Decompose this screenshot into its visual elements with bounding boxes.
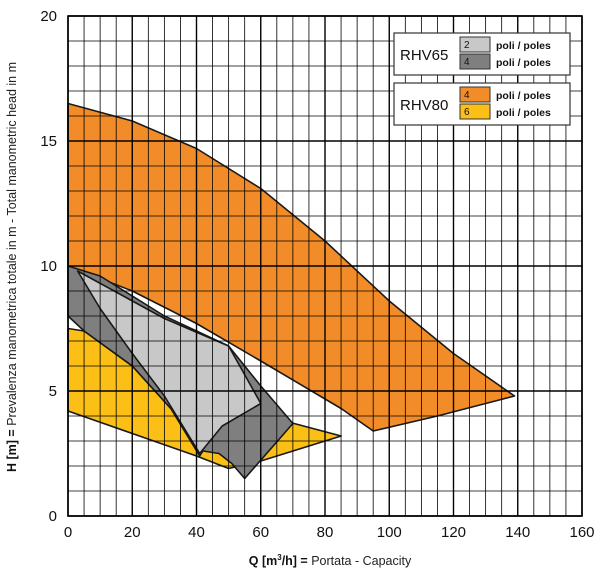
x-tick-label: 0 [64,524,72,541]
legend-swatch [459,103,491,120]
legend-entry-label: poli / poles [496,57,551,69]
legend-group-rhv65: RHV65 2 poli / poles 4 poli / poles [393,32,571,76]
x-tick-label: 80 [317,524,334,541]
y-tick-label: 0 [49,508,57,525]
x-axis-ticks: 0 20 40 60 80 100 120 140 160 [64,524,595,541]
y-tick-label: 15 [40,133,57,150]
legend-swatch [459,53,491,70]
y-axis-ticks: 0 5 10 15 20 [40,8,57,525]
x-tick-label: 100 [377,524,402,541]
legend: RHV65 2 poli / poles 4 poli / poles RHV80 4 pol… [393,32,571,126]
x-tick-label: 160 [569,524,594,541]
x-tick-label: 40 [188,524,205,541]
x-axis-label: Q [m3/h] = Portata - Capacity [249,553,412,568]
legend-group-title: RHV65 [400,47,448,64]
y-axis-label: H [m] = Prevalenza manometrica totale in… [5,62,19,472]
y-tick-label: 5 [49,383,57,400]
legend-group-rhv80: RHV80 4 poli / poles 6 poli / poles [393,82,571,126]
plot-frame [67,15,583,517]
legend-entry-label: poli / poles [496,40,551,52]
legend-swatch [459,86,491,103]
y-tick-label: 20 [40,8,57,25]
legend-pole-count: 4 [464,57,470,68]
legend-pole-count: 4 [464,90,470,101]
legend-pole-count: 6 [464,107,470,118]
x-tick-label: 140 [505,524,530,541]
legend-swatch [459,36,491,53]
legend-entry-label: poli / poles [496,107,551,119]
x-tick-label: 120 [441,524,466,541]
legend-pole-count: 2 [464,40,470,51]
legend-group-title: RHV80 [400,97,448,114]
x-tick-label: 20 [124,524,141,541]
y-tick-label: 10 [40,258,57,275]
legend-entry-label: poli / poles [496,90,551,102]
x-tick-label: 60 [252,524,269,541]
region-0 [67,102,516,432]
